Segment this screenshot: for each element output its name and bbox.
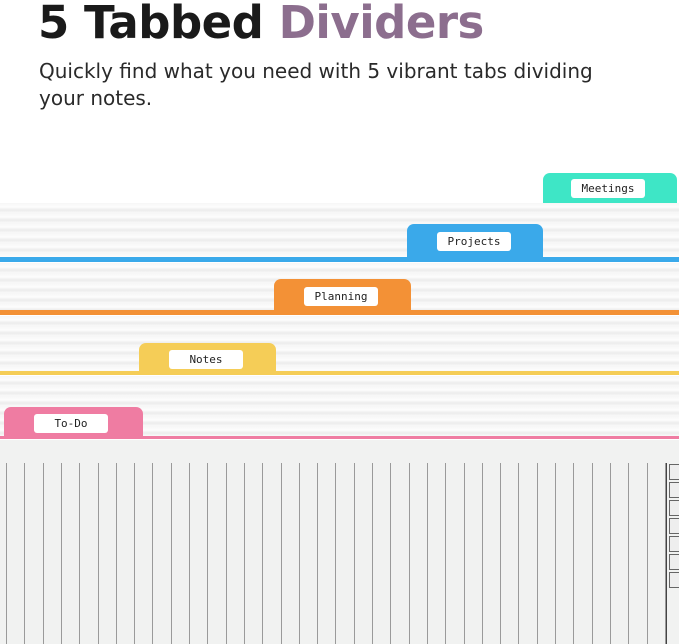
ruled-line xyxy=(115,463,117,644)
ruled-line xyxy=(372,463,373,644)
ruled-line xyxy=(666,463,667,644)
index-box xyxy=(669,464,679,480)
ruled-line xyxy=(152,463,154,644)
ruled-line xyxy=(664,463,666,644)
index-box xyxy=(669,482,679,498)
tab-to-do[interactable]: To-Do xyxy=(4,407,143,439)
ruled-line xyxy=(591,463,593,644)
tab-label: Projects xyxy=(437,232,511,251)
ruled-line xyxy=(628,463,630,644)
page-stack xyxy=(0,203,679,261)
ruled-line xyxy=(24,463,26,644)
ruled-line xyxy=(445,463,447,644)
ruled-line xyxy=(298,463,300,644)
ruled-line xyxy=(134,463,136,644)
index-box xyxy=(669,572,679,588)
ruled-line xyxy=(426,463,428,644)
ruled-line xyxy=(280,463,282,644)
ruled-line xyxy=(170,463,172,644)
tab-planning[interactable]: Planning xyxy=(274,279,411,315)
ruled-line xyxy=(262,463,264,644)
ruled-line xyxy=(408,463,410,644)
ruled-line xyxy=(42,463,44,644)
ruled-line xyxy=(481,463,483,644)
ruled-line xyxy=(573,463,575,644)
subtitle: Quickly find what you need with 5 vibran… xyxy=(39,59,593,110)
ruled-line xyxy=(60,463,62,644)
page-title: 5 Tabbed Dividers xyxy=(38,0,484,49)
index-box xyxy=(669,554,679,570)
ruled-line xyxy=(317,463,319,644)
ruled-line xyxy=(97,463,99,644)
ruled-line xyxy=(463,463,465,644)
tab-label: To-Do xyxy=(34,414,108,433)
divider-edge-notes xyxy=(0,371,679,375)
ruled-line xyxy=(609,463,611,644)
index-box xyxy=(669,500,679,516)
tab-label: Planning xyxy=(304,287,378,306)
page-stack xyxy=(0,316,679,373)
ruled-line xyxy=(555,463,556,644)
title-main: 5 Tabbed xyxy=(38,0,264,49)
index-box xyxy=(669,536,679,552)
ruled-line xyxy=(225,463,227,644)
tab-projects[interactable]: Projects xyxy=(407,224,543,260)
notebook-page xyxy=(0,440,679,644)
divider-edge-todo xyxy=(0,436,679,439)
ruled-line xyxy=(207,463,209,644)
ruled-line xyxy=(390,463,392,644)
ruled-line xyxy=(335,463,337,644)
ruled-line xyxy=(646,463,648,644)
ruled-line xyxy=(518,463,520,644)
ruled-line xyxy=(6,463,7,644)
tab-label: Meetings xyxy=(571,179,645,198)
ruled-line xyxy=(243,463,245,644)
ruled-line xyxy=(536,463,538,644)
tab-label: Notes xyxy=(169,350,243,369)
ruled-line xyxy=(353,463,355,644)
tab-notes[interactable]: Notes xyxy=(139,343,276,375)
title-accent: Dividers xyxy=(278,0,485,49)
divider-edge-projects xyxy=(0,257,679,262)
ruled-line xyxy=(500,463,502,644)
index-box xyxy=(669,518,679,534)
ruled-line xyxy=(189,463,190,644)
ruled-line xyxy=(79,463,81,644)
tab-meetings[interactable]: Meetings xyxy=(543,173,677,203)
